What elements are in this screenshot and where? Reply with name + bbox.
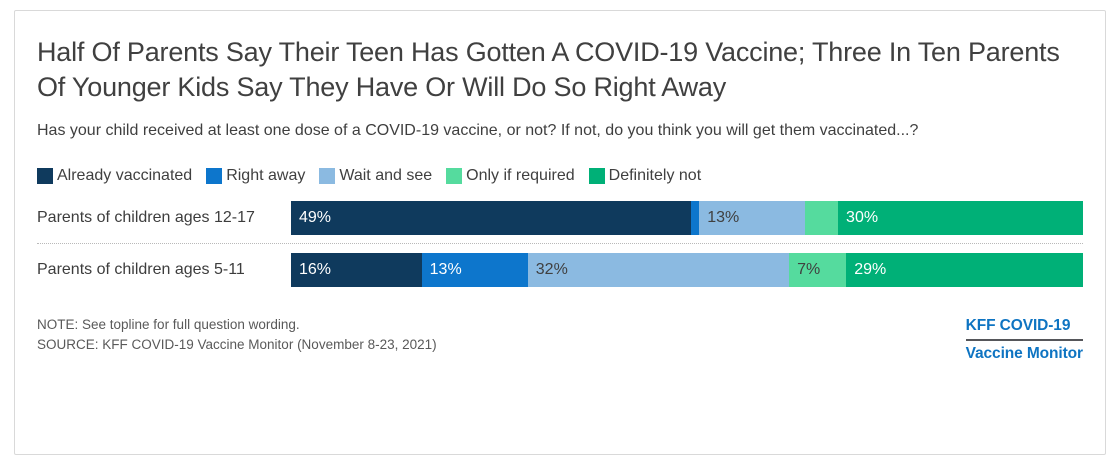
- legend-item: Only if required: [446, 167, 575, 185]
- bar-value-label: 30%: [846, 209, 879, 226]
- bar-segment: 30%: [838, 201, 1083, 235]
- bar-track: 49% 13% 30%: [291, 201, 1083, 235]
- bar-value-label: 13%: [707, 209, 740, 226]
- bar-track: 16% 13% 32% 7% 29%: [291, 253, 1083, 287]
- bar-segment: 13%: [699, 201, 806, 235]
- notes-block: NOTE: See topline for full question word…: [37, 315, 437, 355]
- chart-title: Half Of Parents Say Their Teen Has Gotte…: [37, 37, 1060, 102]
- legend-label: Already vaccinated: [57, 167, 193, 184]
- bar-value-label: 49%: [299, 209, 332, 226]
- bar-category-label: Parents of children ages 12-17: [37, 209, 255, 226]
- kff-vaccine-monitor-logo: KFF COVID-19 Vaccine Monitor: [965, 317, 1083, 363]
- bar-value-label: 16%: [299, 261, 332, 278]
- bar-segment: 13%: [421, 253, 528, 287]
- bar-segment: 16%: [291, 253, 422, 287]
- legend-swatch-icon: [446, 168, 463, 184]
- row-separator: [37, 243, 1083, 244]
- chart-card: Half Of Parents Say Their Teen Has Gotte…: [14, 10, 1106, 455]
- legend-label: Right away: [226, 167, 306, 184]
- stacked-bar-chart: Parents of children ages 12-17 49% 13% 30% P…: [37, 201, 1083, 287]
- bar-segment: [805, 201, 839, 235]
- bar-segment: 7%: [789, 253, 847, 287]
- legend-swatch-icon: [588, 168, 605, 184]
- bar-segment: 32%: [527, 253, 790, 287]
- bar-value-label: 7%: [797, 261, 821, 278]
- legend-item: Right away: [206, 167, 305, 185]
- bar-value-label: 13%: [429, 261, 462, 278]
- legend-swatch-icon: [206, 168, 223, 184]
- bar-row: Parents of children ages 12-17 49% 13% 30%: [37, 201, 1083, 235]
- legend: Already vaccinated Right away Wait and see…: [37, 167, 1083, 185]
- bar-value-label: 29%: [854, 261, 887, 278]
- note-text: NOTE: See topline for full question word…: [37, 317, 300, 332]
- legend-label: Wait and see: [339, 167, 433, 184]
- bar-row: Parents of children ages 5-11 16% 13% 32% 7%…: [37, 253, 1083, 287]
- logo-line-2: Vaccine Monitor: [965, 345, 1083, 362]
- chart-footer: NOTE: See topline for full question word…: [37, 315, 1083, 363]
- legend-item: Already vaccinated: [37, 167, 192, 185]
- bar-segment: 29%: [846, 253, 1083, 287]
- bar-segment: [691, 201, 700, 235]
- bar-category-label: Parents of children ages 5-11: [37, 261, 245, 278]
- bar-value-label: 32%: [535, 261, 568, 278]
- legend-item: Wait and see: [319, 167, 432, 185]
- legend-swatch-icon: [37, 168, 53, 184]
- bar-segment: 49%: [291, 201, 692, 235]
- logo-line-1: KFF COVID-19: [965, 317, 1083, 341]
- legend-swatch-icon: [319, 168, 336, 184]
- legend-label: Definitely not: [608, 167, 702, 184]
- legend-item: Definitely not: [588, 167, 702, 185]
- legend-label: Only if required: [466, 167, 575, 184]
- source-text: SOURCE: KFF COVID-19 Vaccine Monitor (No…: [37, 337, 437, 352]
- chart-subtitle: Has your child received at least one dos…: [37, 122, 919, 139]
